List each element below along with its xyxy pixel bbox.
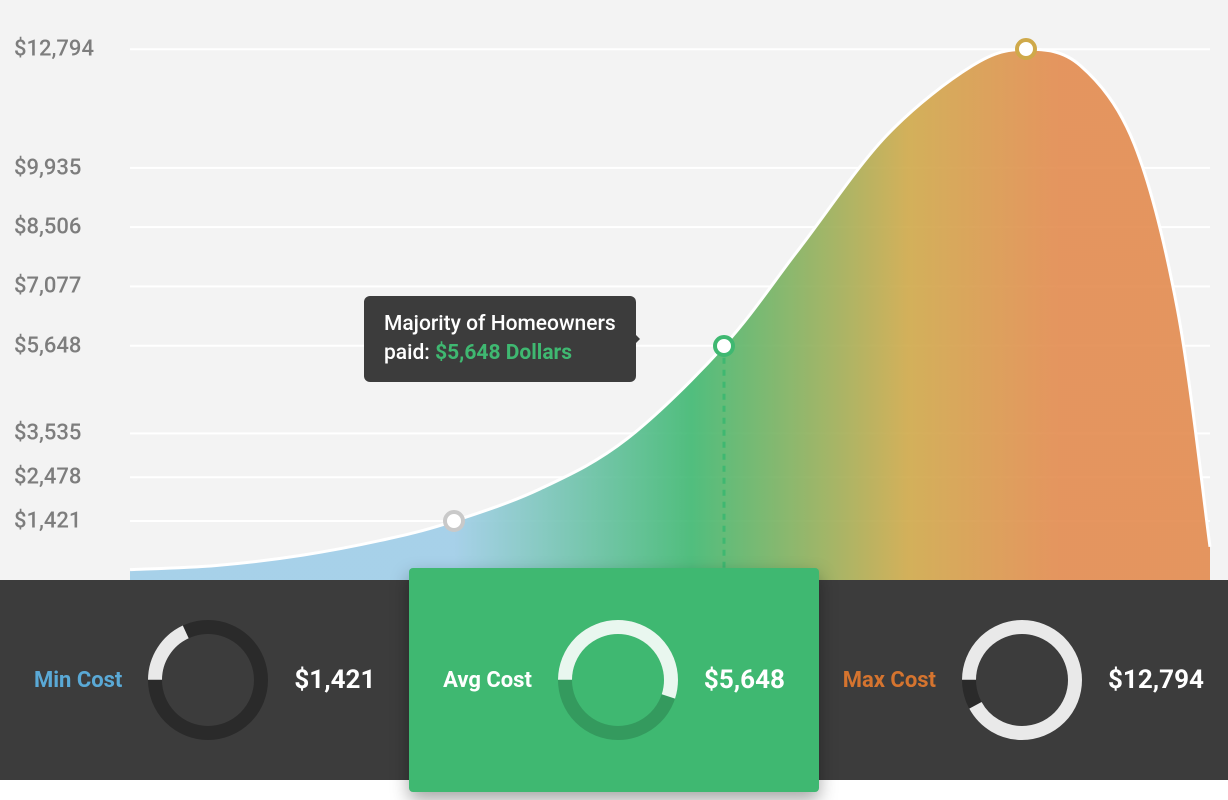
avg-card-value: $5,648 — [704, 665, 785, 695]
y-tick-label: $8,506 — [14, 215, 81, 240]
min-marker — [443, 510, 465, 532]
y-tick-label: $3,535 — [14, 421, 81, 446]
avg-card-label: Avg Cost — [443, 668, 532, 693]
tooltip-value: $5,648 Dollars — [435, 341, 572, 365]
tooltip-line1: Majority of Homeowners — [384, 310, 616, 339]
avg-cost-card: Avg Cost $5,648 — [409, 568, 818, 792]
tooltip-line2: paid: $5,648 Dollars — [384, 339, 616, 368]
area-chart-svg — [0, 0, 1228, 580]
chart-area: $1,421 $2,478 $3,535 $5,648 $7,077 $8,506 $9,9… — [0, 0, 1228, 580]
y-tick-label: $5,648 — [14, 333, 81, 358]
max-donut — [962, 620, 1082, 740]
y-tick-label: $7,077 — [14, 274, 81, 299]
max-card-label: Max Cost — [843, 668, 936, 693]
y-tick-label: $1,421 — [14, 509, 81, 534]
chart-svg-holder — [0, 0, 1228, 580]
cost-infographic: $1,421 $2,478 $3,535 $5,648 $7,077 $8,506 $9,9… — [0, 0, 1228, 800]
max-cost-card: Max Cost $12,794 — [819, 580, 1228, 780]
y-tick-label: $12,794 — [14, 37, 94, 62]
min-donut — [148, 620, 268, 740]
max-card-value: $12,794 — [1108, 665, 1204, 695]
tooltip-prefix: paid: — [384, 341, 435, 365]
min-card-value: $1,421 — [294, 665, 375, 695]
avg-donut — [558, 620, 678, 740]
summary-cards-row: Min Cost $1,421 Avg Cost $5,648 Max Cost… — [0, 580, 1228, 780]
min-card-label: Min Cost — [34, 668, 122, 693]
y-tick-label: $2,478 — [14, 465, 81, 490]
avg-marker — [713, 335, 735, 357]
avg-tooltip: Majority of Homeowners paid: $5,648 Doll… — [364, 296, 636, 383]
min-cost-card: Min Cost $1,421 — [0, 580, 409, 780]
y-tick-label: $9,935 — [14, 155, 81, 180]
max-marker — [1015, 38, 1037, 60]
